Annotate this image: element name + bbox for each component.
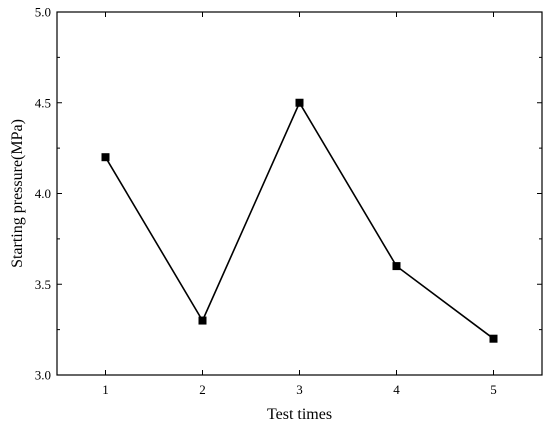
series-line (104, 101, 494, 340)
data-point (295, 98, 304, 107)
x-tick-label: 1 (102, 382, 109, 397)
data-point (101, 153, 110, 162)
x-tick-label: 5 (490, 382, 497, 397)
y-axis-title: Starting pressure(MPa) (9, 119, 26, 268)
data-point (489, 334, 498, 343)
y-tick-label: 4.5 (35, 95, 51, 110)
x-tick-label: 4 (393, 382, 400, 397)
x-tick-label: 2 (199, 382, 206, 397)
y-tick-label: 3.5 (35, 277, 51, 292)
data-points (101, 98, 498, 343)
x-axis: 1 2 3 4 5 (102, 12, 497, 397)
y-tick-label: 5.0 (35, 5, 51, 20)
data-point (392, 262, 401, 271)
y-tick-label: 3.0 (35, 368, 51, 383)
data-point (198, 316, 207, 325)
y-tick-label: 4.0 (35, 186, 51, 201)
x-tick-label: 3 (296, 382, 303, 397)
x-axis-title: Test times (267, 406, 332, 423)
y-axis: 3.0 3.5 4.0 4.5 5.0 (35, 5, 542, 383)
